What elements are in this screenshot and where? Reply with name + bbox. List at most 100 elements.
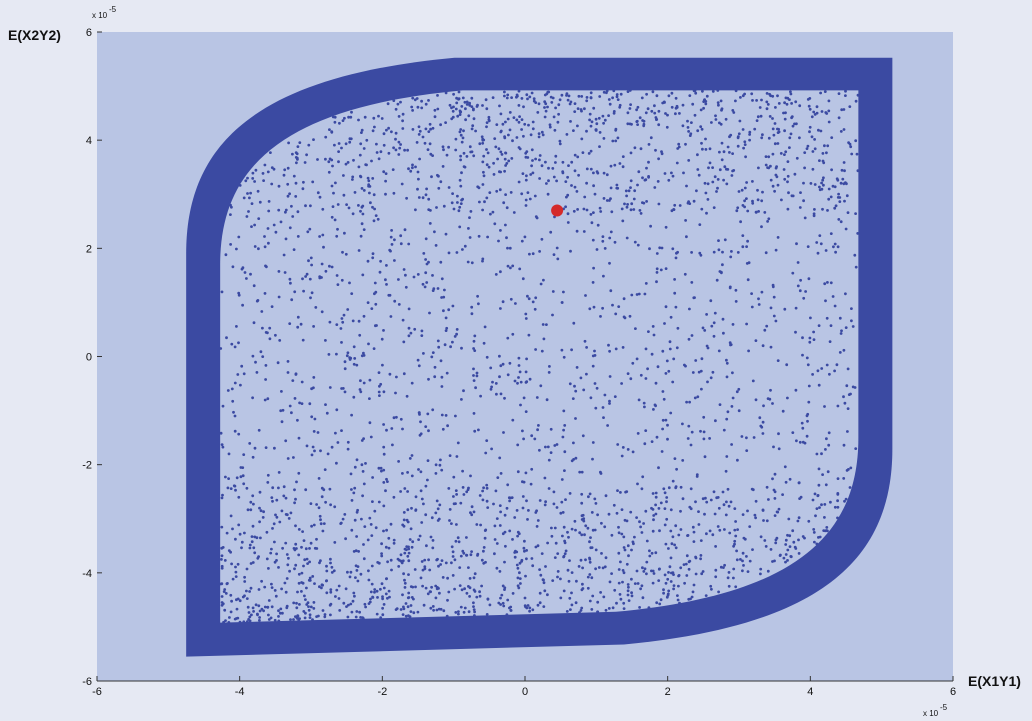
- scatter-point: [677, 584, 680, 588]
- scatter-point: [461, 486, 465, 489]
- scatter-point: [523, 549, 526, 553]
- scatter-point: [520, 558, 524, 562]
- scatter-point: [350, 610, 354, 614]
- scatter-point: [759, 567, 763, 571]
- scatter-point: [682, 563, 686, 566]
- scatter-point: [404, 285, 408, 289]
- scatter-point: [703, 98, 706, 102]
- scatter-point: [322, 245, 325, 249]
- scatter-point: [423, 558, 427, 562]
- scatter-point: [486, 597, 490, 601]
- scatter-point: [791, 271, 795, 275]
- scatter-point: [491, 380, 494, 384]
- scatter-point: [498, 354, 501, 358]
- scatter-point: [798, 206, 802, 209]
- scatter-point: [626, 203, 629, 206]
- scatter-point: [641, 596, 645, 600]
- scatter-point: [622, 297, 626, 301]
- scatter-point: [455, 523, 458, 526]
- scatter-point: [538, 601, 542, 605]
- scatter-point: [477, 186, 481, 190]
- scatter-point: [596, 223, 600, 227]
- scatter-point: [234, 575, 238, 578]
- scatter-point: [434, 463, 438, 467]
- scatter-point: [800, 421, 804, 425]
- scatter-point: [618, 105, 622, 109]
- scatter-point: [610, 210, 614, 214]
- scatter-point: [401, 112, 405, 116]
- scatter-point: [752, 436, 756, 439]
- scatter-point: [665, 359, 669, 363]
- scatter-point: [277, 208, 281, 212]
- scatter-point: [233, 381, 237, 385]
- scatter-point: [506, 246, 509, 250]
- scatter-point: [351, 319, 355, 323]
- scatter-point: [428, 222, 432, 225]
- scatter-point: [572, 209, 576, 213]
- scatter-point: [364, 163, 368, 167]
- scatter-point: [337, 150, 340, 154]
- scatter-point: [792, 540, 796, 544]
- scatter-point: [750, 305, 754, 309]
- scatter-point: [418, 157, 421, 161]
- scatter-point: [717, 248, 721, 252]
- scatter-point: [591, 281, 595, 284]
- scatter-point: [757, 303, 761, 306]
- scatter-point: [592, 106, 596, 110]
- scatter-point: [341, 119, 345, 122]
- scatter-point: [700, 387, 703, 391]
- scatter-point: [304, 547, 308, 551]
- scatter-point: [459, 184, 463, 188]
- scatter-point: [844, 227, 848, 231]
- scatter-point: [540, 130, 544, 134]
- scatter-point: [298, 603, 301, 606]
- scatter-point: [243, 575, 247, 579]
- scatter-point: [340, 146, 343, 150]
- scatter-point: [536, 111, 540, 114]
- scatter-point: [498, 104, 501, 108]
- scatter-point: [291, 152, 294, 156]
- scatter-point: [462, 551, 466, 555]
- scatter-point: [651, 492, 655, 495]
- scatter-point: [691, 590, 695, 594]
- scatter-point: [591, 594, 595, 598]
- scatter-point: [463, 165, 467, 169]
- scatter-point: [805, 147, 809, 151]
- scatter-point: [853, 253, 857, 257]
- scatter-point: [236, 616, 240, 620]
- scatter-point: [462, 389, 465, 393]
- scatter-point: [475, 595, 479, 599]
- scatter-point: [620, 207, 624, 211]
- scatter-point: [625, 205, 629, 209]
- scatter-point: [263, 292, 267, 295]
- scatter-point: [592, 266, 595, 270]
- scatter-point: [425, 187, 428, 191]
- scatter-point: [754, 499, 758, 503]
- scatter-point: [429, 535, 433, 539]
- scatter-point: [576, 155, 580, 159]
- scatter-point: [713, 175, 717, 179]
- scatter-point: [389, 249, 392, 253]
- scatter-point: [574, 601, 578, 605]
- scatter-point: [224, 592, 228, 595]
- scatter-point: [311, 445, 315, 449]
- scatter-point: [772, 133, 776, 137]
- scatter-point: [646, 367, 649, 371]
- scatter-point: [356, 579, 360, 583]
- scatter-point: [604, 494, 608, 498]
- scatter-point: [275, 515, 279, 519]
- scatter-point: [544, 160, 547, 164]
- scatter-point: [694, 572, 698, 576]
- scatter-point: [371, 205, 374, 209]
- scatter-point: [520, 239, 524, 243]
- scatter-point: [293, 567, 296, 571]
- scatter-point: [473, 610, 476, 614]
- scatter-point: [746, 278, 750, 282]
- y-exponent-power: -5: [109, 5, 117, 14]
- scatter-point: [789, 555, 793, 559]
- scatter-point: [685, 574, 689, 577]
- scatter-point: [551, 167, 555, 170]
- scatter-point: [469, 150, 473, 154]
- scatter-point: [330, 445, 334, 449]
